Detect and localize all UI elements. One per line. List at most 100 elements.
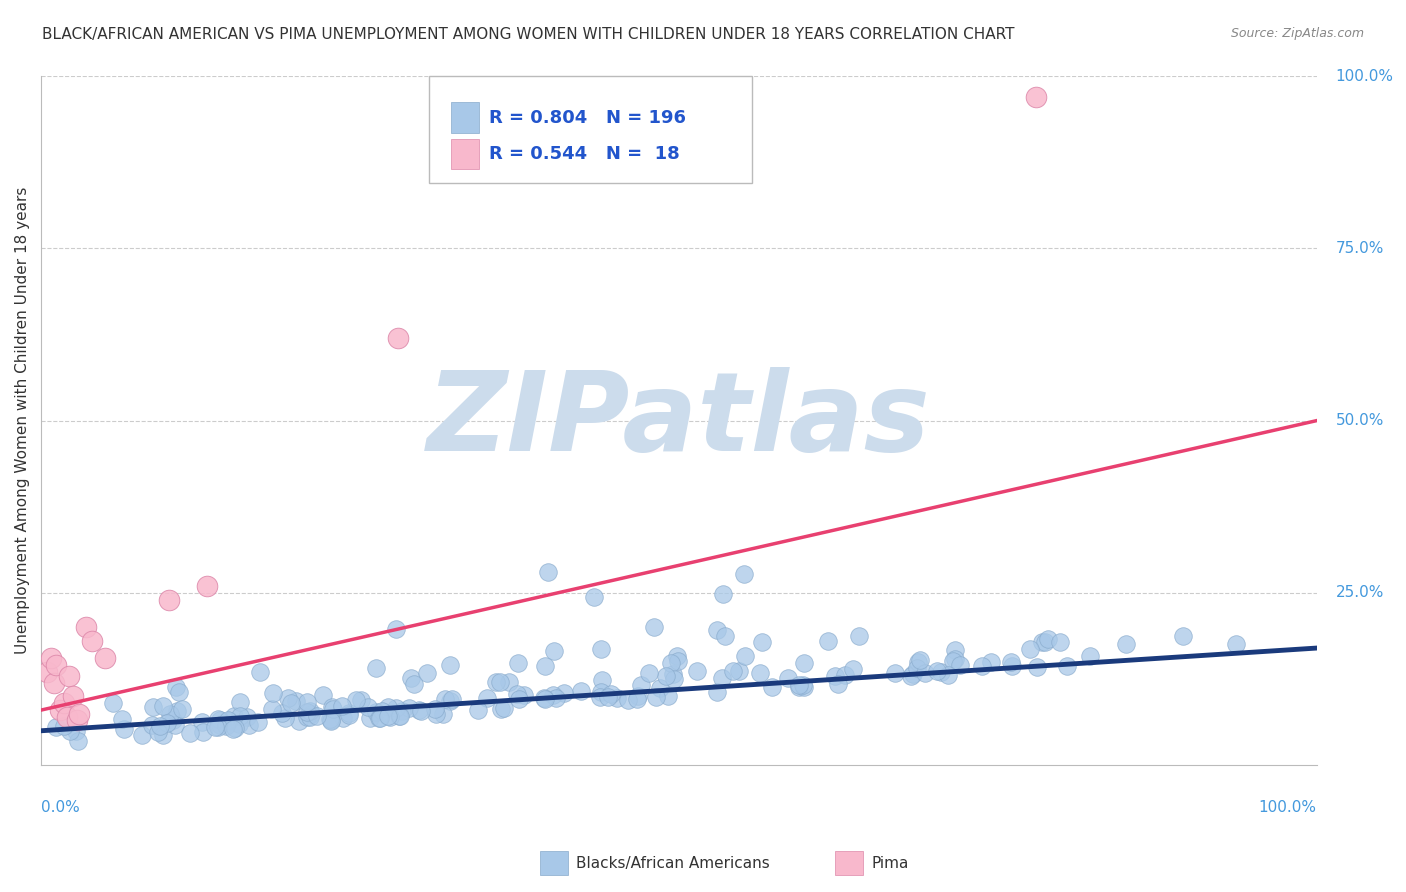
Point: [686, 664, 709, 678]
Point: [112, 722, 135, 736]
Point: [582, 590, 605, 604]
Point: [391, 704, 413, 718]
Point: [643, 620, 665, 634]
Point: [439, 694, 461, 708]
Point: [39, 651, 62, 665]
Point: [645, 690, 668, 705]
Point: [706, 684, 728, 698]
Point: [162, 713, 184, 727]
Point: [149, 719, 172, 733]
Point: [942, 655, 965, 669]
Point: [59, 724, 82, 739]
Point: [49, 703, 72, 717]
Point: [655, 669, 678, 683]
Point: [936, 668, 959, 682]
Point: [617, 693, 640, 707]
Point: [131, 728, 153, 742]
Point: [277, 690, 299, 705]
Point: [1001, 659, 1024, 673]
Text: 0.0%: 0.0%: [41, 799, 80, 814]
Point: [489, 701, 512, 715]
Point: [710, 671, 733, 685]
Point: [75, 620, 97, 634]
Point: [751, 635, 773, 649]
Point: [218, 714, 240, 729]
Point: [776, 671, 799, 685]
Point: [195, 579, 218, 593]
Point: [377, 709, 399, 723]
Point: [662, 672, 685, 686]
Point: [544, 690, 567, 705]
Point: [170, 702, 193, 716]
Point: [163, 718, 186, 732]
Point: [288, 714, 311, 728]
Point: [1115, 637, 1137, 651]
Point: [841, 662, 863, 676]
Point: [52, 719, 75, 733]
Point: [533, 659, 555, 673]
Point: [319, 712, 342, 726]
Point: [366, 705, 388, 719]
Point: [789, 680, 811, 694]
Point: [537, 566, 560, 580]
Point: [627, 689, 650, 703]
Point: [262, 686, 284, 700]
Point: [82, 634, 104, 648]
Point: [42, 675, 65, 690]
Text: R = 0.804   N = 196: R = 0.804 N = 196: [489, 109, 686, 127]
Point: [319, 713, 342, 727]
Point: [148, 725, 170, 739]
Text: 100.0%: 100.0%: [1258, 799, 1316, 814]
Point: [45, 658, 67, 673]
Point: [204, 720, 226, 734]
Point: [141, 717, 163, 731]
Point: [238, 718, 260, 732]
Point: [626, 692, 648, 706]
Point: [295, 695, 318, 709]
Point: [637, 666, 659, 681]
Point: [659, 657, 682, 671]
Point: [111, 711, 134, 725]
Point: [37, 665, 59, 680]
Point: [533, 690, 555, 705]
Point: [884, 665, 907, 680]
Point: [425, 702, 447, 716]
Point: [385, 622, 408, 636]
Point: [398, 700, 420, 714]
Point: [228, 716, 250, 731]
Point: [271, 706, 294, 720]
Point: [262, 702, 284, 716]
Point: [388, 709, 411, 723]
Point: [371, 704, 394, 718]
Point: [207, 720, 229, 734]
Point: [907, 656, 929, 670]
Point: [903, 667, 925, 681]
Point: [792, 678, 814, 692]
Point: [208, 713, 231, 727]
Point: [193, 725, 215, 739]
Point: [972, 659, 994, 673]
Point: [657, 689, 679, 703]
Point: [58, 668, 80, 682]
Point: [440, 692, 463, 706]
Point: [475, 691, 498, 706]
Point: [600, 687, 623, 701]
Point: [332, 711, 354, 725]
Point: [179, 726, 201, 740]
Point: [1173, 629, 1195, 643]
Point: [925, 664, 948, 678]
Point: [215, 719, 238, 733]
Point: [367, 711, 389, 725]
Point: [53, 696, 76, 710]
Point: [848, 629, 870, 643]
Point: [1049, 635, 1071, 649]
Point: [229, 695, 252, 709]
Text: Source: ZipAtlas.com: Source: ZipAtlas.com: [1230, 27, 1364, 40]
Point: [432, 706, 454, 721]
Point: [344, 693, 367, 707]
Point: [789, 678, 811, 692]
Point: [224, 708, 246, 723]
Point: [980, 655, 1002, 669]
Point: [321, 714, 343, 728]
Point: [366, 661, 388, 675]
